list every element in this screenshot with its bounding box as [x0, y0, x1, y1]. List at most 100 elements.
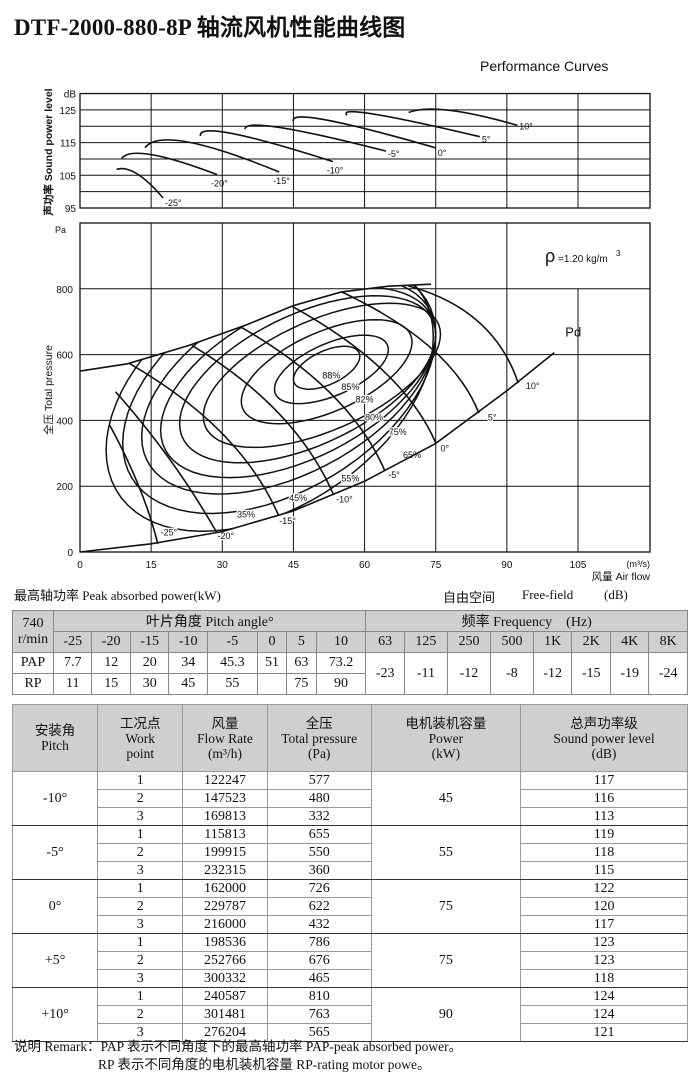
curve-label: -15°: [273, 176, 290, 186]
y-tick-label: 400: [56, 416, 73, 427]
flow-rate-cell: 198536: [182, 933, 268, 952]
pap-value: 34: [168, 652, 208, 674]
frequency-cell: 2K: [571, 631, 611, 653]
work-point-cell: 2: [97, 1005, 184, 1024]
chart-subtitle: Performance Curves: [480, 58, 609, 74]
work-point-cell: 1: [97, 771, 184, 790]
efficiency-label: 85%: [341, 382, 359, 392]
total-pressure-cell: 332: [266, 807, 372, 826]
pap-value: 51: [256, 652, 288, 674]
efficiency-contour: [105, 284, 435, 533]
x-tick-label: 45: [288, 560, 300, 571]
y-axis-label: 声功率 Sound power level: [42, 88, 55, 216]
frequency-cell: 125: [403, 631, 448, 653]
power-cell: 90: [370, 987, 521, 1042]
efficiency-contour: [178, 295, 437, 464]
flow-rate-cell: 301481: [182, 1005, 268, 1024]
sound-level-cell: 117: [519, 771, 689, 790]
column-header-line: Power: [428, 730, 464, 746]
work-point-cell: 3: [97, 807, 184, 826]
sound-level-cell: 123: [519, 951, 689, 970]
pap-value: 12: [91, 652, 131, 674]
efficiency-contour: [240, 318, 413, 425]
sound-level-cell: 121: [519, 1023, 689, 1042]
work-point-cell: 3: [97, 915, 184, 934]
frequency-correction-value: -23: [365, 652, 405, 695]
sound-level-cell: 117: [519, 915, 689, 934]
column-header-line: (dB): [591, 745, 617, 761]
curve-label: -10°: [327, 166, 344, 176]
efficiency-contour: [140, 284, 437, 495]
power-cell: 55: [370, 825, 521, 880]
column-header-line: point: [126, 745, 155, 761]
pd-curve: [79, 352, 555, 553]
column-header: 全压 Total pressure (Pa): [266, 704, 372, 772]
pitch-angle-cell: 0: [256, 631, 288, 653]
work-point-cell: 2: [97, 843, 184, 862]
pitch-curve: [292, 305, 437, 444]
frequency-cell: 63: [365, 631, 405, 653]
work-point-cell: 2: [97, 789, 184, 808]
total-pressure-cell: 432: [266, 915, 372, 934]
work-point-cell: 1: [97, 933, 184, 952]
table-row: -10° 1 122247 577 45 117: [11, 771, 689, 826]
pitch-curve-label: 10°: [526, 381, 540, 391]
y-tick-label: 800: [56, 285, 73, 296]
total-pressure-cell: 810: [266, 987, 372, 1006]
sound-curve: [121, 152, 218, 176]
page-title: DTF-2000-880-8P 轴流风机性能曲线图: [14, 15, 406, 40]
sound-level-cell: 116: [519, 789, 689, 808]
sound-level-cell: 113: [519, 807, 689, 826]
sound-level-cell: 118: [519, 843, 689, 862]
efficiency-label: 80%: [365, 412, 383, 422]
work-point-cell: 1: [97, 987, 184, 1006]
column-header-line: Pitch: [41, 738, 69, 753]
pitch-curve-label: 0°: [440, 444, 449, 454]
density-exponent: 3: [616, 249, 621, 258]
rp-value: 75: [286, 673, 317, 695]
pap-title: 最高轴功率 Peak absorbed power(kW): [14, 588, 221, 603]
total-pressure-cell: 550: [266, 843, 372, 862]
free-field-unit: (dB): [604, 587, 628, 602]
speed-unit: r/min: [17, 631, 49, 647]
efficiency-label: 35%: [237, 509, 255, 519]
table-row: 2 147523 480 116: [13, 789, 689, 808]
flow-rate-cell: 232315: [182, 861, 268, 880]
total-pressure-cell: 726: [266, 879, 372, 898]
power-cell: 75: [370, 933, 521, 988]
x-tick-label: 105: [570, 560, 587, 571]
column-header-line: (kW): [431, 745, 461, 761]
rp-label: RP: [12, 673, 54, 695]
work-point-table: 安装角 Pitch 工况点 Work point 风量 Flow Rate (m³/h) 全压 T…: [11, 704, 689, 1042]
column-header-line: 全压: [305, 715, 333, 731]
pitch-curve: [128, 362, 280, 517]
column-header: 工况点 Work point: [97, 704, 184, 772]
flow-rate-cell: 115813: [182, 825, 268, 844]
table-row: -5° 1 115813 655 55 119: [11, 825, 689, 880]
pitch-curve: [340, 291, 480, 414]
frequency-unit: (Hz): [566, 615, 592, 630]
efficiency-contour: [292, 345, 361, 390]
flow-rate-cell: 162000: [182, 879, 268, 898]
rp-value: 90: [315, 673, 367, 695]
free-field-en: Free-field: [522, 587, 574, 602]
efficiency-label: 75%: [389, 427, 407, 437]
total-pressure-cell: 360: [266, 861, 372, 880]
frequency-cell: 250: [446, 631, 491, 653]
table-row: 3 169813 332 113: [13, 807, 689, 826]
speed-cell: 740 r/min: [12, 610, 54, 653]
frequency-header: 频率 Frequency (Hz): [365, 610, 688, 632]
column-header: 电机装机容量 Power (kW): [370, 704, 521, 772]
frequency-correction-value: -24: [648, 652, 688, 695]
flow-rate-cell: 122247: [182, 771, 268, 790]
total-pressure-cell: 655: [266, 825, 372, 844]
sound-level-cell: 115: [519, 861, 689, 880]
sound-power-chart: 95 105 115 125 dB 声功率 Sound power level -25° -2…: [42, 88, 651, 217]
column-header: 总声功率级 Sound power level (dB): [519, 704, 689, 772]
total-pressure-cell: 565: [266, 1023, 372, 1042]
y-unit-label: dB: [64, 90, 77, 101]
x-tick-label: 60: [359, 560, 371, 571]
power-cell: 45: [370, 771, 521, 826]
pitch-angle-cell: -15: [129, 631, 170, 653]
sound-level-cell: 122: [519, 879, 689, 898]
